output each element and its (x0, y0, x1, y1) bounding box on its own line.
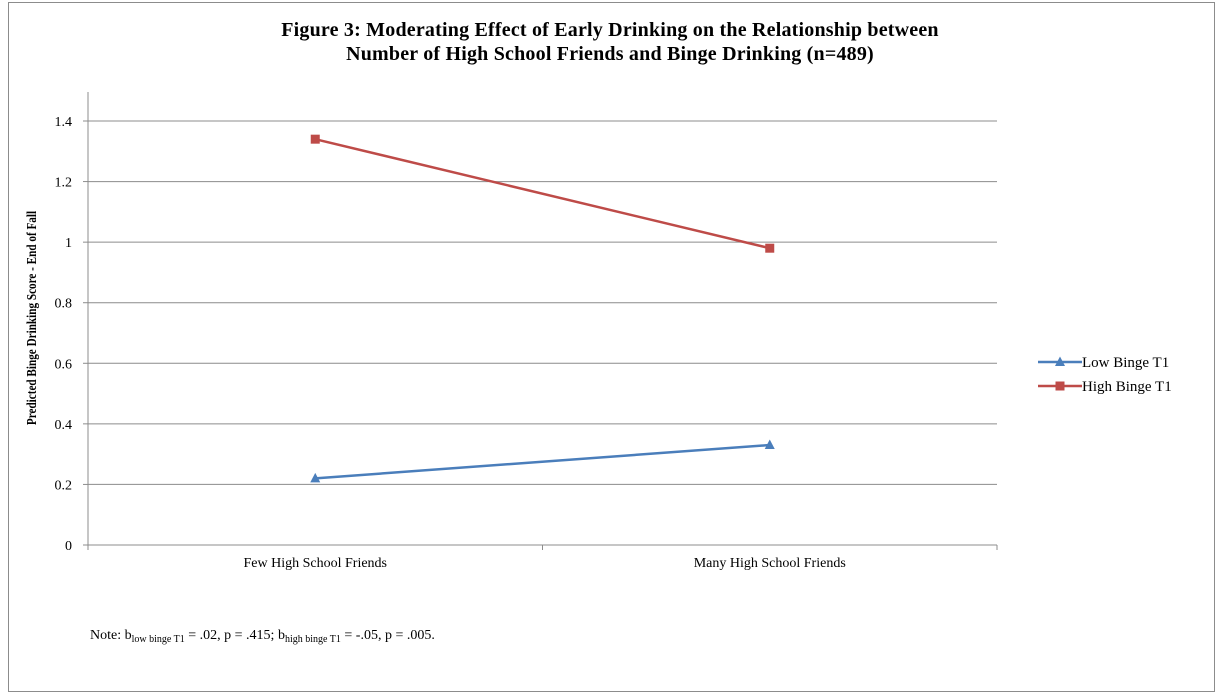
x-tick-label: Many High School Friends (694, 556, 846, 571)
y-tick-label: 1.4 (55, 115, 73, 130)
gridlines (88, 120, 997, 485)
y-tick-label: 0.8 (55, 297, 73, 312)
series-line (315, 443, 770, 480)
chart-title-line-1: Figure 3: Moderating Effect of Early Dri… (281, 19, 939, 41)
note-subscript-low: low binge T1 (131, 634, 185, 645)
data-point-triangle (764, 439, 775, 450)
line-chart: 0 0.2 0.4 0.6 0.8 1 1.2 1.4 Few High School Fri… (24, 92, 1172, 571)
y-tick-label: 1 (65, 236, 72, 251)
footnote: Note: blow binge T1 = .02, p = .415; bhi… (90, 628, 435, 645)
series-group (310, 134, 775, 483)
x-tick-labels: Few High School Friends Many High School … (244, 556, 846, 571)
series-low-binge-t1 (310, 439, 775, 483)
y-tick-label: 0.4 (55, 418, 73, 433)
chart-title: Figure 3: Moderating Effect of Early Dri… (100, 18, 1120, 66)
series-high-binge-t1 (310, 134, 775, 253)
note-subscript-high: high binge T1 (284, 634, 341, 645)
data-point-square (310, 134, 320, 144)
x-tick-label: Few High School Friends (244, 556, 388, 571)
data-point-square (765, 243, 775, 253)
legend-label: Low Binge T1 (1082, 355, 1169, 371)
legend-marker-square (1055, 381, 1065, 391)
y-tick-label: 0.6 (55, 357, 73, 372)
axes (83, 92, 998, 550)
legend-label: High Binge T1 (1082, 379, 1172, 395)
y-axis-label: Predicted Binge Drinking Score - End of … (24, 210, 39, 425)
y-tick-label: 1.2 (55, 176, 73, 191)
series-line (314, 137, 771, 250)
legend: Low Binge T1 High Binge T1 (1038, 355, 1172, 395)
legend-item: Low Binge T1 (1038, 355, 1169, 371)
y-tick-label: 0 (65, 539, 72, 554)
chart-title-line-2: Number of High School Friends and Binge … (346, 43, 874, 65)
legend-item: High Binge T1 (1038, 379, 1172, 395)
note-middle: = .02, p = .415; b (184, 628, 285, 643)
note-end: = -.05, p = .005. (340, 628, 435, 643)
y-tick-label: 0.2 (55, 478, 73, 493)
legend-marker-triangle (1055, 356, 1065, 366)
y-tick-labels: 0 0.2 0.4 0.6 0.8 1 1.2 1.4 (55, 115, 73, 554)
note-prefix: Note: b (90, 628, 132, 643)
data-point-triangle (310, 472, 321, 483)
